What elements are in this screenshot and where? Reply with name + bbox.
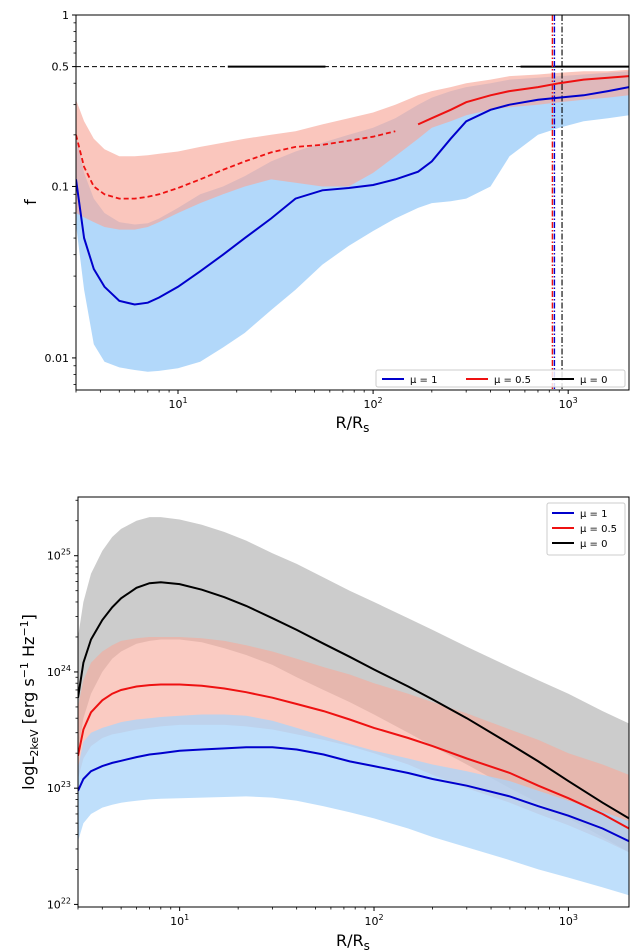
bottom-axes-frame (77, 496, 630, 908)
bottom-legend: μ = 1 μ = 0.5 μ = 0 (546, 502, 626, 556)
y-tick-label: 0.1 (52, 180, 70, 193)
line-mu05 (417, 75, 629, 126)
y-tick-label: 1022 (47, 896, 71, 911)
band-mu05 (78, 637, 629, 853)
top-panel: 101 102 103 0.01 0.1 0.5 1 R/Rs f μ = 1 μ = 0.5… (21, 9, 630, 435)
x-tick-label: 103 (559, 396, 578, 411)
line-mu05 (78, 683, 629, 830)
top-y-axis-label: f (21, 199, 40, 205)
bottom-x-axis-label: R/Rs (336, 931, 370, 951)
y-tick-label: 0.01 (45, 352, 70, 365)
x-tick-label: 102 (364, 396, 383, 411)
bottom-series-lines (78, 581, 629, 843)
bottom-panel: 101 102 103 1022 1023 1024 1025 R/Rs logL2keV … (18, 496, 630, 951)
y-tick-label: 1 (62, 9, 69, 22)
top-x-axis-label: R/Rs (336, 413, 370, 435)
top-axes-frame (75, 14, 630, 391)
x-tick-label: 101 (168, 396, 187, 411)
top-reference-lines (76, 15, 629, 390)
x-tick-label: 101 (170, 913, 189, 928)
x-tick-label: 102 (364, 913, 383, 928)
band-mu1 (78, 714, 629, 896)
top-legend: μ = 1 μ = 0.5 μ = 0 (375, 369, 626, 388)
legend-label: μ = 0 (580, 539, 607, 550)
legend-label: μ = 0.5 (494, 375, 531, 386)
line-mu05-dashed (76, 130, 396, 200)
top-series-lines (76, 75, 629, 306)
y-tick-label: 1025 (47, 548, 71, 563)
line-mu0 (78, 581, 629, 820)
band-mu1 (76, 71, 629, 372)
bottom-y-axis-label: logL2keV [erg s−1 Hz−1] (18, 614, 41, 790)
line-mu1 (76, 86, 629, 306)
y-tick-label: 1023 (47, 780, 71, 795)
legend-box (375, 369, 626, 388)
top-ticks: 101 102 103 0.01 0.1 0.5 1 (45, 9, 578, 411)
legend-label: μ = 1 (580, 509, 607, 520)
bottom-bands (78, 517, 629, 896)
y-tick-label: 1024 (47, 664, 71, 679)
legend-label: μ = 0.5 (580, 524, 617, 535)
top-bands (76, 69, 629, 372)
legend-label: μ = 0 (580, 375, 607, 386)
bottom-ticks: 101 102 103 1022 1023 1024 1025 (47, 499, 578, 928)
y-tick-label: 0.5 (52, 61, 70, 74)
x-tick-label: 103 (559, 913, 578, 928)
line-mu1 (78, 746, 629, 843)
legend-label: μ = 1 (410, 375, 437, 386)
